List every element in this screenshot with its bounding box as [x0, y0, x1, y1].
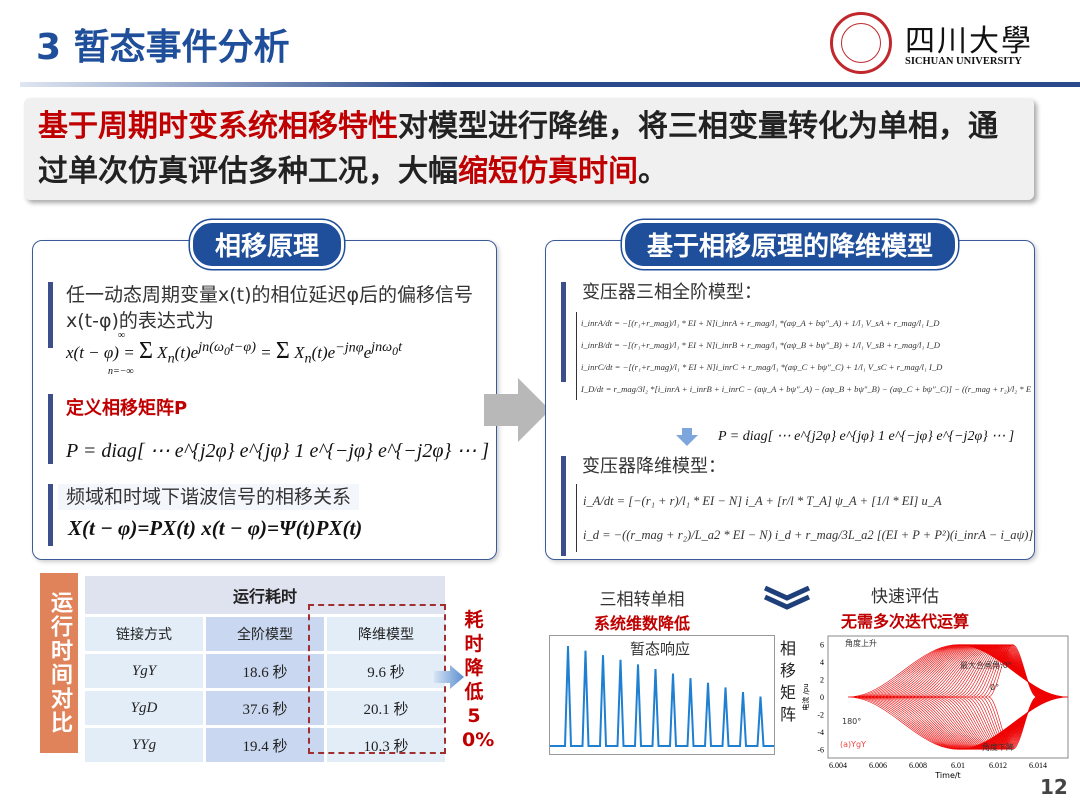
cell: 10.3 秒 [327, 728, 445, 762]
intro-text: 任一动态周期变量x(t)的相位延迟φ后的偏移信号x(t-φ)的表达式为 [66, 284, 474, 332]
chart-annotation: 角度上升 [845, 638, 877, 648]
reduced-model-label: 变压器降维模型： [582, 456, 726, 477]
caption-no-iteration: 无需多次迭代运算 [840, 612, 969, 631]
caption-fast-evaluation: 快速评估 [871, 587, 939, 607]
equation-line: i_inrC/dt = −[(r₁+r_mag)/l₁ * EI + N]i_i… [581, 362, 943, 372]
double-chevron-down-icon [763, 585, 811, 610]
cell: 9.6 秒 [327, 654, 445, 688]
y-tick-label: -4 [817, 728, 824, 737]
cell: 37.6 秒 [206, 691, 324, 725]
column-header: 链接方式 [85, 617, 203, 651]
define-matrix-label: 定义相移矩阵P [66, 398, 188, 419]
right-arrow-icon [484, 378, 550, 442]
headline-highlight-1: 基于周期时变系统相移特性 [38, 109, 398, 144]
y-tick-label: 2 [820, 676, 824, 685]
y-tick-label: -2 [817, 710, 824, 719]
full-model-label: 变压器三相全阶模型： [582, 282, 762, 303]
down-arrow-icon [676, 428, 698, 446]
headline-text: 对模型进行降维，将三相变量转化为单相，通过单次仿真评估多种工况，大幅 [38, 109, 998, 189]
cell: YYg [85, 728, 203, 762]
y-tick-label: 0 [820, 693, 824, 702]
equation-line: i_inrA/dt = −[(r₁+r_mag)/l₁ * EI + N]i_i… [581, 318, 940, 328]
relation-label: 频域和时域下谐波信号的相移关系 [58, 484, 360, 510]
column-header: 降维模型 [327, 617, 445, 651]
chart-annotation: (a)YgY [840, 740, 866, 749]
sum-lower: n=−∞ [108, 366, 134, 377]
reduced-model-equations: i_A/dt = [−(r₁ + r)/l₁ * EI − N] i_A + [… [576, 484, 1034, 552]
reduced-model-panel [545, 240, 1035, 560]
transient-title: 暂态响应 [630, 640, 691, 658]
phase-matrix-label: 相移矩阵 [780, 639, 797, 724]
headline-end: 。 [638, 154, 668, 189]
page-number: 12 [1040, 775, 1068, 799]
university-seal-icon [830, 12, 892, 74]
x-tick-label: 6.012 [989, 761, 1007, 770]
equation-line: i_A/dt = [−(r₁ + r)/l₁ * EI − N] i_A + [… [583, 494, 942, 508]
logo-name-cn: 四川大學 [905, 24, 1033, 59]
panel-title-left: 相移原理 [190, 220, 345, 269]
p-matrix-equation-right: P = diag[ ⋯ e^{j2φ} e^{jφ} 1 e^{−jφ} e^{… [718, 429, 1015, 444]
shift-equation: x(t − φ) = Σ Xn(t)ejn(ω0t−φ) = Σ Xn(t)e−… [66, 338, 402, 367]
chart-annotation: 角度下降 [982, 742, 1014, 752]
right-arrow-icon [434, 665, 464, 689]
x-tick-label: 6.01 [951, 761, 965, 770]
sweep-curve [988, 696, 1037, 750]
phase-sweep-chart: 6 4 2 0 -2 -4 -6 6.004 6.006 6.008 6.01 6.012 6.014 T… [801, 635, 1069, 780]
reduction-label: 耗时降低50% [462, 609, 495, 751]
headline-highlight-2: 缩短仿真时间 [458, 154, 638, 189]
caption-dimension-reduced: 系统维数降低 [593, 614, 690, 633]
table-row: YgD 37.6 秒 20.1 秒 [85, 691, 445, 725]
table-row: YYg 19.4 秒 10.3 秒 [85, 728, 445, 762]
relation-equation: X(t − φ)=PX(t) x(t − φ)=Ψ(t)PX(t) [68, 516, 363, 540]
equation-line: I_D/dt = r_mag/3l₂ *[i_inrA + i_inrB + i… [581, 384, 1031, 394]
page-title: 3 暂态事件分析 [36, 27, 290, 68]
title-divider [20, 82, 1080, 87]
panel-title-right: 基于相移原理的降维模型 [622, 220, 959, 269]
runtime-comparison-label: 运行时间对比 [40, 573, 78, 753]
full-model-equations: i_inrA/dt = −[(r₁+r_mag)/l₁ * EI + N]i_i… [576, 312, 1031, 400]
logo-name-en: SICHUAN UNIVERSITY [905, 56, 1022, 67]
transient-line [550, 645, 774, 747]
headline-box: 基于周期时变系统相移特性对模型进行降维，将三相变量转化为单相，通过单次仿真评估多… [24, 98, 1034, 200]
chart-annotation: 0° [990, 683, 999, 692]
sweep-curve [988, 644, 1037, 698]
chart-annotation: 最大合闸角:0° [960, 660, 1012, 670]
x-tick-label: 6.004 [829, 761, 847, 770]
x-axis-label: Time/t [934, 771, 960, 780]
cell: 18.6 秒 [206, 654, 324, 688]
column-header: 全阶模型 [206, 617, 324, 651]
table-title: 运行耗时 [85, 576, 445, 614]
y-tick-label: 6 [820, 641, 824, 650]
equation-line: i_inrB/dt = −[(r₁+r_mag)/l₁ * EI + N]i_i… [581, 340, 940, 350]
x-tick-label: 6.008 [909, 761, 927, 770]
p-matrix-equation: P = diag[ ⋯ e^{j2φ} e^{jφ} 1 e^{−jφ} e^{… [66, 440, 490, 462]
chart-annotation: 180° [842, 717, 861, 726]
cell: 20.1 秒 [327, 691, 445, 725]
y-axis-label: 电流 /pu [801, 683, 810, 710]
reduced-column-highlight [308, 604, 446, 754]
cell: YgY [85, 654, 203, 688]
table-row: YgY 18.6 秒 9.6 秒 [85, 654, 445, 688]
cell: 19.4 秒 [206, 728, 324, 762]
y-tick-label: -6 [817, 745, 824, 754]
equation-line: i_d = −((r_mag + r₂)/L_a2 * EI − N) i_d … [583, 528, 1034, 542]
runtime-table: 运行耗时 链接方式 全阶模型 降维模型 YgY 18.6 秒 9.6 秒 YgD 37… [82, 573, 448, 765]
transient-response-chart [549, 635, 775, 755]
x-tick-label: 6.006 [869, 761, 887, 770]
y-tick-label: 4 [820, 658, 824, 667]
university-logo: 四川大學 SICHUAN UNIVERSITY [830, 12, 1060, 76]
x-tick-label: 6.014 [1029, 761, 1047, 770]
sum-upper: ∞ [118, 330, 126, 341]
caption-three-to-single: 三相转单相 [599, 590, 685, 610]
cell: YgD [85, 691, 203, 725]
